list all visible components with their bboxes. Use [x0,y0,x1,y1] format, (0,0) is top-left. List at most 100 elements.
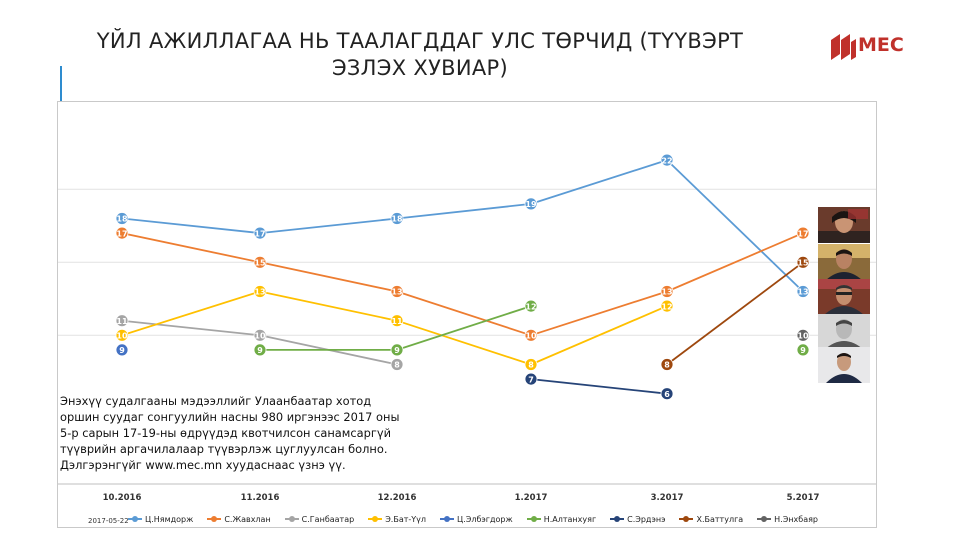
data-label: 17 [116,229,127,238]
series-line-segment [396,305,532,351]
survey-note: Энэхүү судалгааны мэдээллийг Улаанбаатар… [60,393,420,473]
series-line-segment [259,290,398,322]
data-point [115,314,129,328]
legend-swatch [679,516,694,522]
mec-logo: MEC [828,28,948,68]
legend-label: С.Ганбаатар [301,514,355,524]
data-label: 8 [528,361,534,370]
x-tick-label: 1.2017 [515,493,548,503]
data-point [390,285,404,298]
series-line-segment [530,290,668,337]
photo-enkhbayar [818,314,870,350]
series-line-segment [530,305,668,366]
data-point [390,358,404,371]
legend-entry: Ц.Нямдорж [128,515,193,524]
photo-zhavkhlan [818,207,870,243]
data-point [115,212,129,225]
data-label: 13 [797,288,808,297]
series-line-segment [666,261,804,366]
series-line-segment [666,159,804,293]
legend-label: Э.Бат-Үүл [385,514,427,524]
data-label: 10 [797,332,809,341]
x-tick-label: 11.2016 [241,493,280,503]
data-point [524,372,538,386]
data-label: 18 [391,215,403,224]
legend-label: Х.Баттулга [696,514,744,524]
legend-swatch [207,516,222,522]
legend-label: С.Жавхлан [224,514,271,524]
data-label: 8 [664,361,670,370]
data-point [253,285,267,298]
data-point [660,358,674,371]
legend-label: Н.Алтанхуяг [543,514,597,524]
legend-swatch [284,516,299,522]
data-point [524,299,538,313]
accent-bar [60,66,62,104]
series-line-segment [121,319,261,337]
data-label: 11 [116,317,128,326]
data-point [115,328,129,342]
legend-swatch [526,516,541,522]
legend-label: Ц.Элбэгдорж [457,514,513,524]
legend-entry: С.Жавхлан [207,514,271,524]
data-point [390,212,404,225]
data-label: 19 [525,200,537,209]
note-line: Дэлгэрэнгүйг www.mec.mn хуудаснаас үзнэ … [60,458,346,472]
data-point [660,387,674,401]
data-label: 9 [257,346,263,355]
data-point [660,299,674,313]
data-label: 6 [664,390,670,399]
data-label: 12 [525,302,536,311]
series-line-segment [396,319,532,366]
chart-legend: Ц.Нямдорж С.Жавхлан С.Ганбаатар Э.Бат-Үүл Ц.… [128,512,832,526]
data-point [524,197,538,211]
legend-entry: Н.Алтанхуяг [526,514,597,524]
series-line-segment [666,232,804,293]
data-point [115,226,129,240]
x-tick-label: 5.2017 [787,493,820,503]
data-label: 10 [525,332,537,341]
data-point [796,343,810,357]
legend-label: С.Эрдэнэ [627,514,666,524]
data-label: 17 [254,229,265,238]
date-stamp: 2017-05-22 [88,517,129,525]
series-line-segment [121,232,261,264]
series-line-segment [530,378,668,395]
legend-label: Н.Энхбаяр [774,514,819,524]
legend-entry: Х.Баттулга [679,515,743,524]
legend-entry: С.Эрдэнэ [610,515,665,524]
data-label: 10 [116,332,128,341]
data-label: 9 [394,346,400,355]
legend-swatch [368,516,383,522]
data-label: 15 [797,259,809,268]
data-point [796,255,810,269]
photo-nyamdorj [818,279,870,315]
series-line-segment [121,217,261,234]
data-label: 7 [528,375,534,384]
logo-text: MEC [858,34,904,56]
page-title: ҮЙЛ АЖИЛЛАГАА НЬ ТААЛАГДДАГ УЛС ТӨРЧИД (… [40,28,800,82]
data-label: 22 [661,156,672,165]
data-label: 13 [661,288,672,297]
data-label: 11 [391,317,403,326]
photo-altankhuyag [818,347,870,383]
series-line-segment [396,203,532,220]
series-line-segment [259,261,398,293]
data-point [390,314,404,328]
x-tick-label: 10.2016 [103,493,142,503]
note-line: Энэхүү судалгааны мэдээллийг Улаанбаатар… [60,394,372,408]
legend-entry: Ц.Элбэгдорж [440,515,513,524]
note-line: оршин суудаг сонгуулийн насны 980 иргэнэ… [60,410,400,424]
data-point [660,285,674,298]
data-label: 15 [254,259,266,268]
data-point [253,343,267,357]
data-label: 12 [661,302,672,311]
data-label: 9 [119,346,125,355]
data-point [253,226,267,240]
data-point [796,226,810,240]
data-label: 13 [254,288,265,297]
series-line-segment [530,159,668,205]
mec-logo-mark-icon [831,34,856,60]
data-point [390,343,404,357]
